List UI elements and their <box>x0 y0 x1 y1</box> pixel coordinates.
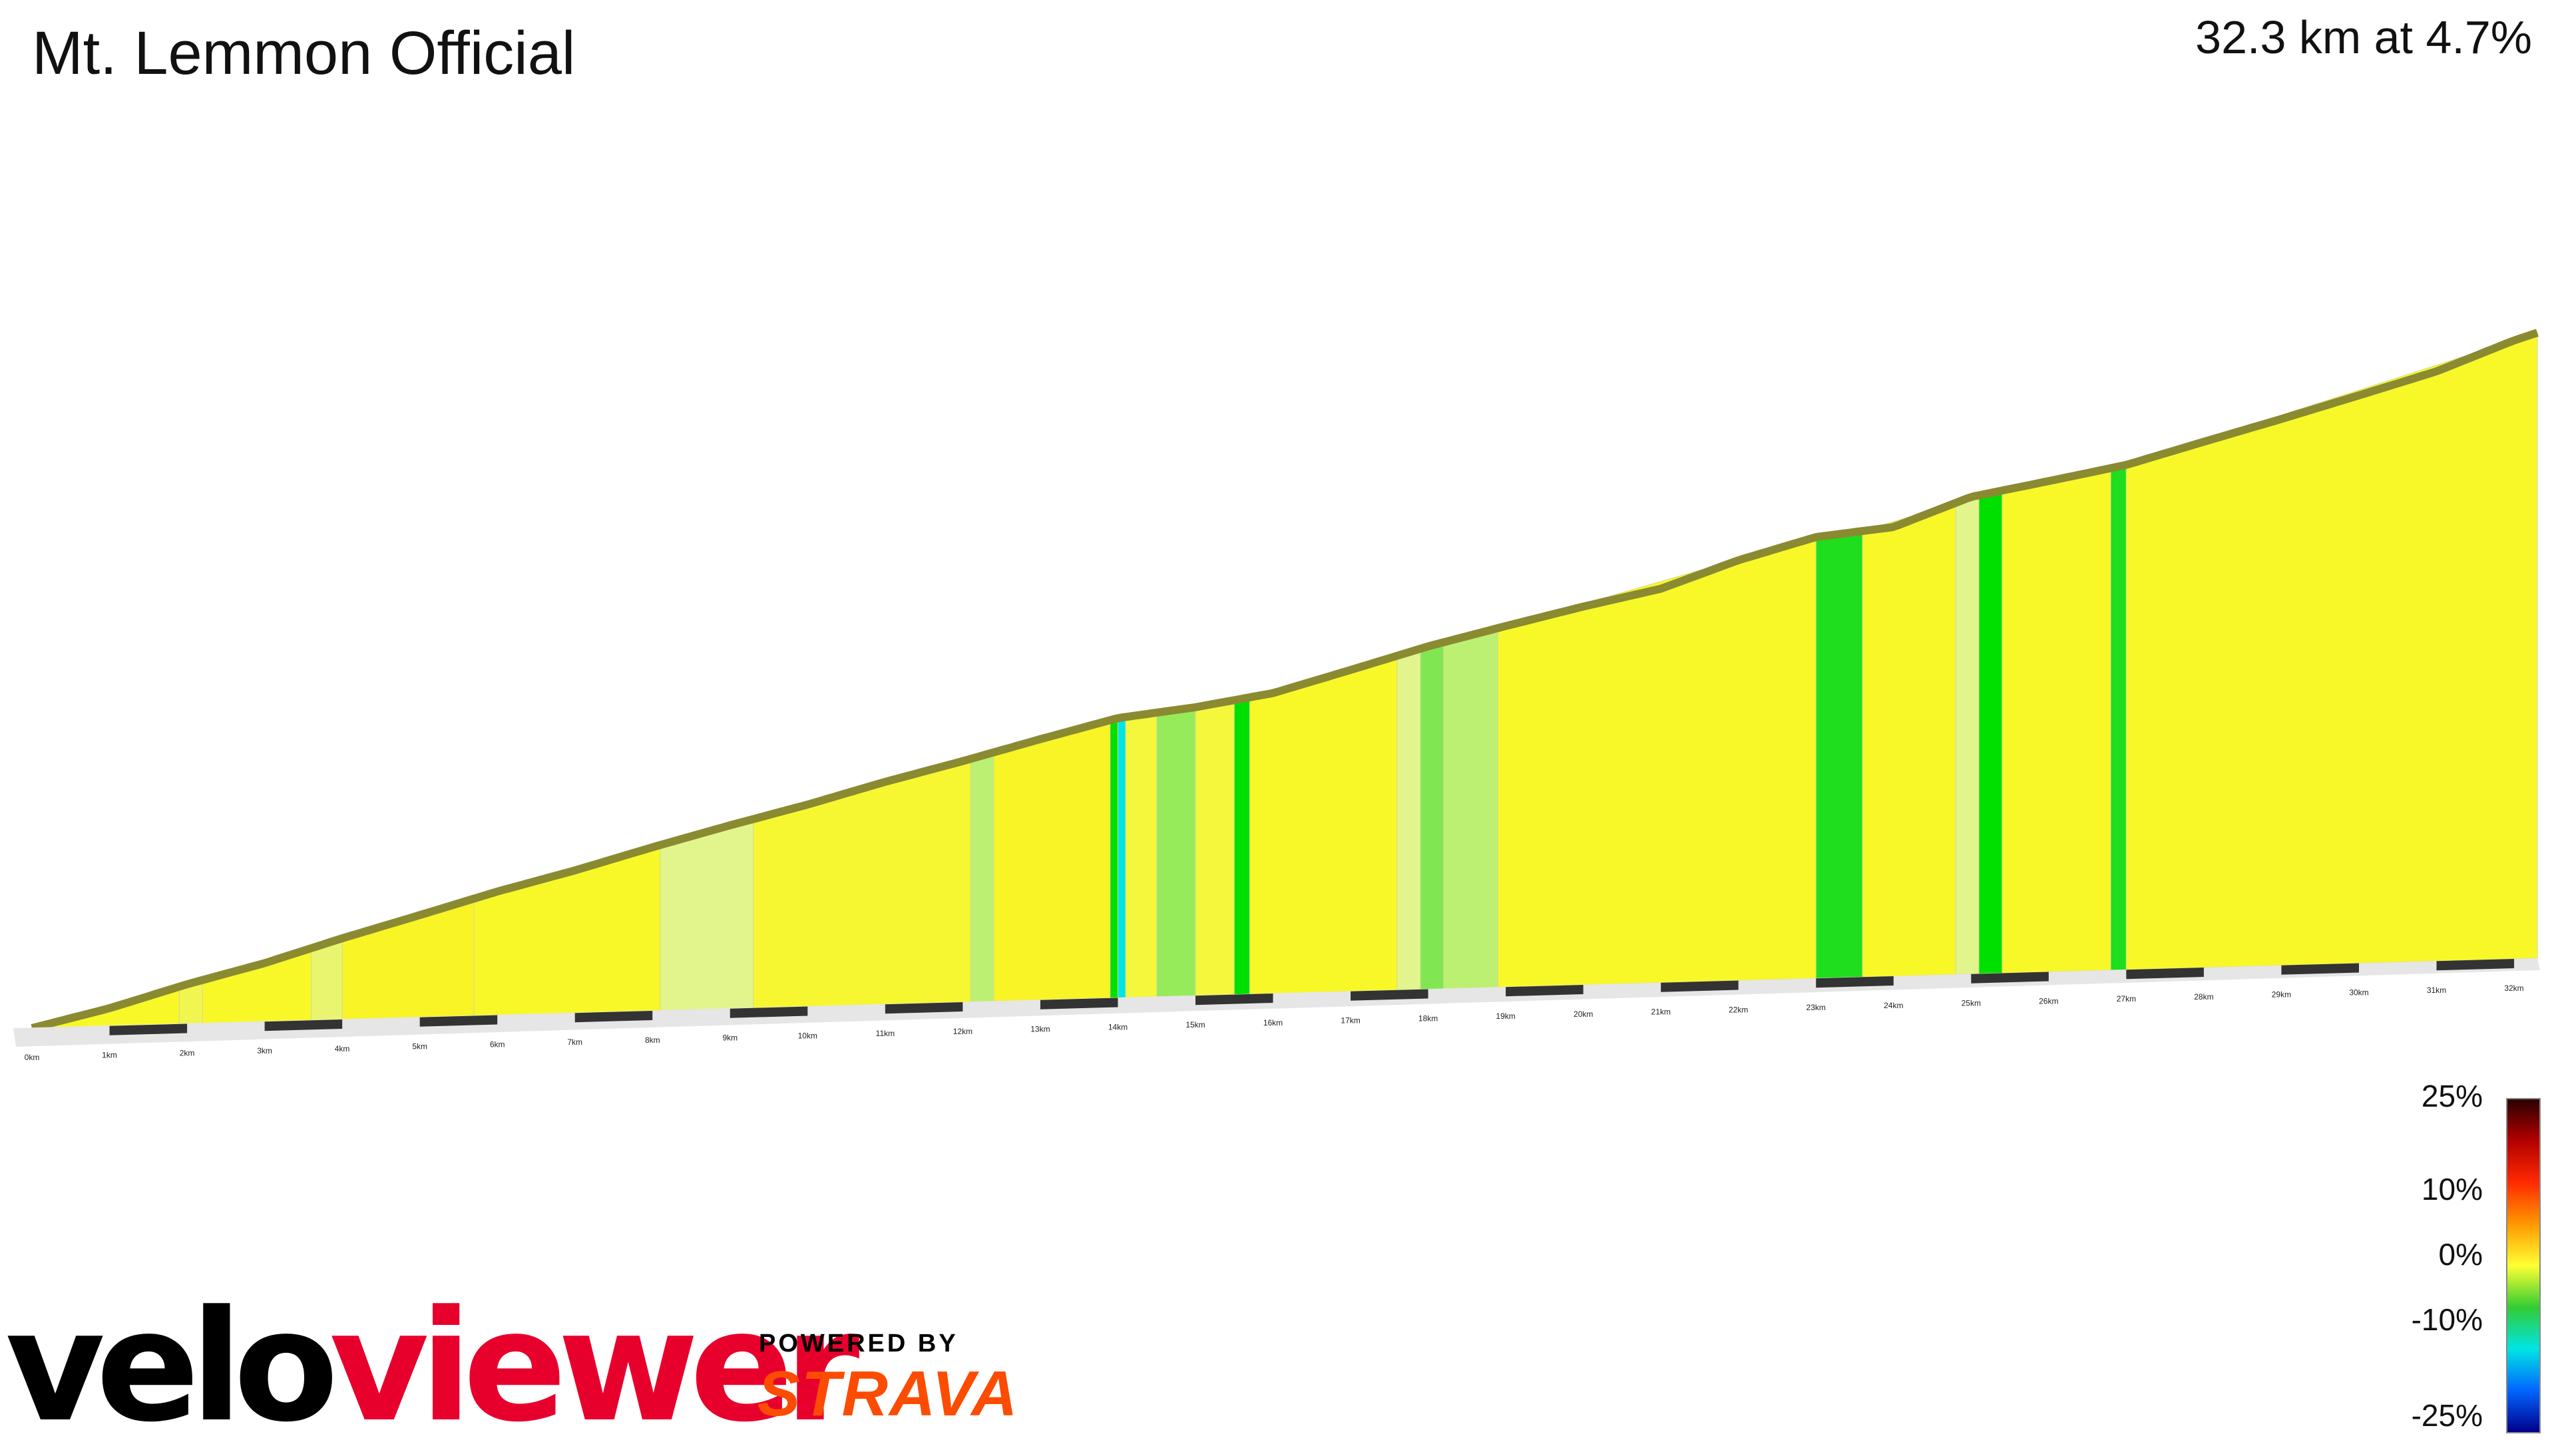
grade-segment-18 <box>1420 641 1444 990</box>
road-km-dash-5 <box>419 1015 498 1027</box>
x-tick-label-27: 27km <box>2117 994 2136 1003</box>
x-tick-label-1: 1km <box>102 1051 117 1060</box>
legend-label-max: 25% <box>2421 1079 2483 1113</box>
x-tick-label-4: 4km <box>335 1044 350 1053</box>
x-tick-label-31: 31km <box>2427 986 2446 995</box>
road-km-dash-29 <box>2281 963 2359 975</box>
road-base <box>13 958 2540 1047</box>
grade-segment-2 <box>202 948 312 1024</box>
grade-segment-6 <box>660 819 754 1011</box>
grade-segment-27 <box>2125 332 2538 970</box>
x-tick-label-21: 21km <box>1651 1007 1671 1017</box>
grade-segment-25 <box>2002 467 2111 974</box>
grade-segment-26 <box>2110 464 2127 971</box>
road-km-dash-31 <box>2436 958 2515 971</box>
x-tick-label-19: 19km <box>1496 1011 1515 1021</box>
x-tick-label-30: 30km <box>2349 988 2368 998</box>
grade-segment-21 <box>1815 530 1863 979</box>
profile-ridge <box>31 329 2539 1032</box>
road-km-dash-7 <box>574 1010 653 1023</box>
road-km-dash-23 <box>1816 976 1894 988</box>
road-km-dash-13 <box>1040 998 1118 1009</box>
x-tick-label-9: 9km <box>722 1033 738 1043</box>
legend-label-0: 0% <box>2438 1237 2483 1272</box>
x-tick-label-5: 5km <box>412 1042 427 1051</box>
grade-segment-8 <box>970 751 994 1003</box>
elevation-profile-chart: 0km 1km 2km 3km 4km 5km 6km 7km 8km 9km 10km 11km 12… <box>13 329 2540 1062</box>
grade-segment-14 <box>1195 699 1235 996</box>
x-tick-label-17: 17km <box>1341 1016 1360 1025</box>
logo-viewer-text: viewer <box>329 1278 860 1456</box>
grade-segments <box>31 332 2538 1029</box>
x-tick-label-15: 15km <box>1185 1020 1205 1029</box>
grade-segment-12 <box>1125 712 1158 998</box>
x-tick-label-0: 0km <box>25 1053 40 1062</box>
grade-segment-11 <box>1117 716 1126 999</box>
grade-segment-13 <box>1156 707 1196 998</box>
x-tick-label-6: 6km <box>490 1040 505 1049</box>
x-tick-label-13: 13km <box>1030 1025 1050 1034</box>
road-km-dash-19 <box>1506 984 1584 997</box>
x-tick-label-3: 3km <box>257 1046 272 1055</box>
grade-color-scale <box>2506 1098 2541 1433</box>
chart-title: Mt. Lemmon Official <box>32 19 576 87</box>
road-km-dash-1 <box>109 1023 188 1035</box>
x-tick-label-32: 32km <box>2504 984 2523 993</box>
road-km-dash-15 <box>1195 993 1273 1005</box>
road-km-dash-25 <box>1971 972 2049 984</box>
x-tick-label-11: 11km <box>876 1029 895 1038</box>
distance-road <box>13 958 2540 1047</box>
grade-segment-20 <box>1497 536 1816 988</box>
profile-top-edge <box>31 329 2539 1032</box>
grade-segment-17 <box>1396 648 1421 991</box>
road-km-dash-21 <box>1661 980 1739 992</box>
x-tick-label-29: 29km <box>2272 990 2291 1000</box>
climb-summary: 32.3 km at 4.7% <box>2195 11 2532 63</box>
x-tick-label-14: 14km <box>1108 1023 1128 1032</box>
road-km-dash-11 <box>885 1001 963 1014</box>
grade-segment-10 <box>1110 717 1118 999</box>
road-km-dash-17 <box>1351 989 1428 1001</box>
x-tick-label-18: 18km <box>1418 1014 1438 1023</box>
grade-segment-16 <box>1249 655 1398 995</box>
strava-logo: STRAVA <box>757 1358 1019 1429</box>
grade-segment-9 <box>993 719 1111 1002</box>
legend-label-min: -25% <box>2411 1398 2483 1433</box>
x-tick-label-2: 2km <box>180 1049 195 1058</box>
x-tick-label-24: 24km <box>1884 1001 1903 1010</box>
x-tick-label-10: 10km <box>798 1031 817 1041</box>
x-tick-label-26: 26km <box>2039 997 2058 1006</box>
grade-segment-15 <box>1233 697 1251 996</box>
logo-velo-text: velo <box>5 1278 339 1456</box>
road-km-dash-27 <box>2126 967 2204 980</box>
grade-legend: 25% 10% 0% -10% -25% <box>2370 1078 2556 1437</box>
x-tick-label-7: 7km <box>567 1037 582 1047</box>
road-km-dash-9 <box>730 1006 808 1018</box>
veloviewer-logo: veloviewer <box>5 1291 859 1444</box>
x-tick-label-8: 8km <box>645 1035 660 1045</box>
powered-by-label: POWERED BY <box>759 1330 958 1358</box>
grade-segment-24 <box>1978 490 2003 974</box>
x-tick-label-25: 25km <box>1962 999 1981 1008</box>
grade-segment-19 <box>1443 628 1498 990</box>
x-tick-label-28: 28km <box>2194 992 2213 1001</box>
legend-label-minus10: -10% <box>2411 1302 2483 1337</box>
x-tick-label-22: 22km <box>1729 1005 1748 1015</box>
x-tick-label-16: 16km <box>1263 1018 1283 1027</box>
grade-segment-22 <box>1862 502 1956 978</box>
x-tick-label-12: 12km <box>953 1027 972 1036</box>
x-tick-label-20: 20km <box>1574 1009 1593 1019</box>
grade-segment-7 <box>753 758 971 1009</box>
legend-label-10: 10% <box>2421 1172 2483 1206</box>
grade-segment-23 <box>1955 494 1980 975</box>
road-km-dash-3 <box>264 1019 343 1031</box>
x-axis-ticks: 0km 1km 2km 3km 4km 5km 6km 7km 8km 9km 10km 11km 12… <box>25 984 2524 1062</box>
x-tick-label-23: 23km <box>1807 1003 1826 1012</box>
